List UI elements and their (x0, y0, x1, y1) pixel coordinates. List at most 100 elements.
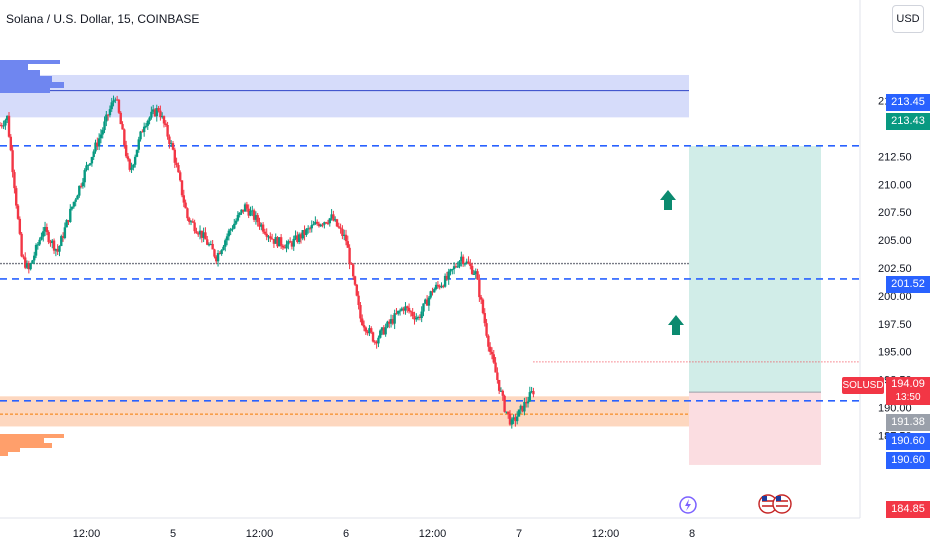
candle-body (357, 295, 360, 305)
candle-body (447, 271, 450, 280)
candle-body (458, 261, 461, 267)
candle-body (296, 235, 299, 242)
currency-button[interactable]: USD (892, 5, 924, 33)
candle-body (97, 138, 101, 147)
candle-body (290, 242, 294, 247)
price-tag-213-43: 213.43 (886, 113, 930, 130)
candle-body (22, 256, 25, 258)
candle-body (294, 235, 297, 239)
candle-body (121, 124, 124, 130)
candle-body (139, 131, 142, 140)
candle-body (7, 115, 11, 137)
candle-body (224, 240, 227, 247)
us-flag-event-icon (772, 494, 792, 514)
candle-body (323, 222, 326, 225)
candle-body (96, 142, 99, 147)
candle-body (476, 271, 479, 280)
candle-body (388, 321, 391, 324)
candle-body (60, 236, 63, 246)
candle-body (231, 228, 234, 230)
candle-body (521, 405, 524, 412)
candle-body (288, 241, 292, 243)
candle-body (364, 327, 368, 332)
candle-body (92, 151, 95, 157)
candle-body (377, 337, 380, 344)
candle-body (157, 108, 160, 111)
last-price-value: 194.09 (891, 378, 925, 390)
candle-body (267, 236, 270, 238)
candle-body (132, 164, 135, 168)
candle-body (216, 253, 220, 262)
candle-body (433, 289, 436, 293)
candle-body (344, 234, 348, 242)
candle-body (197, 233, 200, 235)
candle-body (195, 231, 198, 234)
candle-body (186, 208, 189, 219)
candle-body (452, 266, 456, 270)
candle-body (51, 240, 54, 243)
candle-body (328, 218, 331, 224)
candle-body (169, 143, 173, 145)
candle-body (319, 224, 322, 227)
candle-body (263, 231, 267, 234)
candle-body (0, 125, 4, 127)
candle-body (315, 221, 319, 224)
candle-body (128, 159, 131, 170)
candle-body (42, 231, 45, 237)
demand-zone (0, 396, 689, 427)
candle-body (258, 222, 261, 227)
candle-body (305, 229, 308, 235)
candle-body (166, 125, 169, 137)
candle-body (409, 311, 413, 313)
candle-body (200, 230, 204, 238)
candle-body (373, 341, 377, 343)
candle-body (526, 401, 530, 404)
candle-body (215, 256, 218, 262)
candle-body (171, 143, 175, 150)
candle-body (310, 225, 313, 229)
volume-profile-bar (0, 452, 8, 456)
candle-body (142, 126, 146, 133)
flag-canton (762, 496, 767, 501)
candle-body (391, 319, 395, 324)
candle-body (189, 221, 193, 223)
candle-body (479, 297, 483, 300)
candle-body (247, 208, 250, 216)
candle-body (525, 401, 528, 404)
price-tag-190-60-a: 190.60 (886, 433, 930, 450)
candle-body (110, 102, 113, 110)
candle-body (225, 236, 229, 241)
candle-body (404, 306, 407, 311)
candle-body (292, 238, 295, 247)
y-tick-label: 207.50 (878, 207, 912, 219)
candle-body (324, 222, 328, 224)
candle-body (483, 313, 486, 324)
candle-body (436, 284, 440, 286)
candle-body (503, 395, 506, 412)
candle-body (528, 392, 532, 402)
candle-body (117, 99, 121, 113)
candle-body (506, 411, 510, 414)
candle-body (74, 199, 77, 202)
candle-body (130, 167, 133, 170)
candle-body (150, 111, 153, 118)
flag-canton (776, 496, 781, 501)
candle-body (252, 210, 256, 220)
candle-body (99, 134, 103, 139)
candle-body (400, 308, 404, 311)
candle-body (177, 165, 180, 173)
candle-body (40, 236, 43, 240)
candle-body (370, 328, 373, 333)
candle-body (314, 221, 317, 225)
candle-body (285, 244, 288, 249)
candle-body (27, 263, 31, 270)
volume-profile-bar (0, 60, 60, 64)
candle-body (67, 220, 70, 222)
stop-zone (689, 392, 821, 465)
candle-body (337, 226, 340, 228)
candle-body (124, 144, 128, 157)
candle-body (18, 218, 22, 234)
candle-body (9, 136, 13, 151)
